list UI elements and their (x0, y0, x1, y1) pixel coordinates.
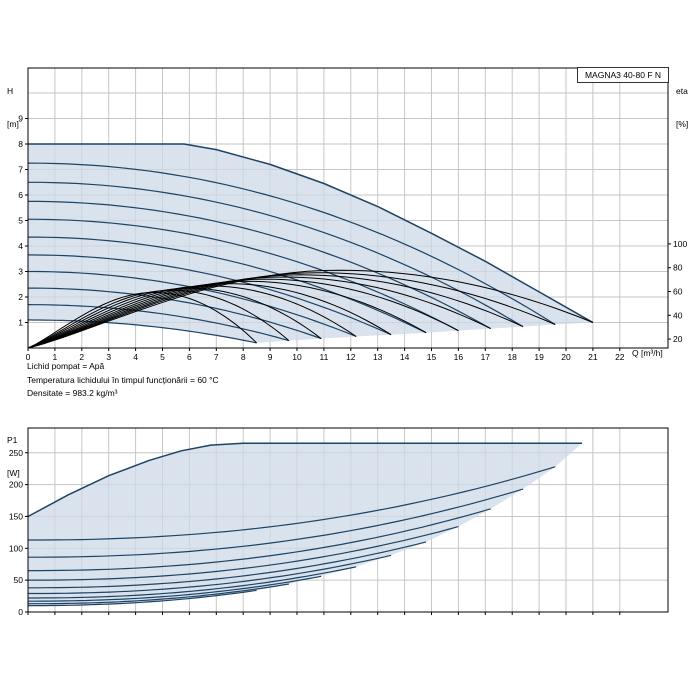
info-line-density: Densitate = 983.2 kg/m³ (27, 388, 118, 398)
power-axis-unit: [W] (7, 468, 20, 478)
x-tick-label: 11 (319, 352, 328, 362)
eta-curve (27, 287, 322, 349)
y-tick-label: 4 (18, 241, 23, 251)
eta-curve (27, 289, 290, 349)
speed-curve (28, 287, 322, 340)
x-tick-label: 17 (481, 352, 491, 362)
x-tick-label: 21 (588, 352, 598, 362)
speed-curve (27, 218, 459, 332)
eta-tick-label: 40 (673, 310, 683, 320)
info-line-temperature: Temperatura lichidului în timpul funcțio… (27, 374, 219, 385)
power-axis-label: P1 [W] (7, 413, 20, 501)
eta-tick-label: 60 (673, 286, 683, 296)
eta-axis-label: eta [%] (676, 64, 688, 152)
y-tick-label: 5 (18, 216, 23, 226)
power-curve (28, 575, 322, 602)
y-tick-label: 7 (18, 165, 23, 175)
power-curve (28, 589, 257, 607)
eta-tick-label: 20 (673, 334, 683, 344)
y-tick-label: 9 (18, 114, 23, 124)
power-curve (28, 583, 289, 605)
p-tick-label: 50 (14, 575, 24, 585)
eta-curve (27, 283, 392, 349)
eta-tick-label: 80 (673, 263, 683, 273)
power-axis-symbol: P1 (7, 435, 18, 445)
y-tick-label: 2 (18, 292, 23, 302)
y-tick-label: 6 (18, 190, 23, 200)
head-axis-label: H [m] (7, 64, 19, 152)
x-tick-label: 16 (454, 352, 464, 362)
max-speed-curve (28, 143, 594, 324)
liquid-info: Lichid pompat = Apă Temperatura lichidul… (27, 360, 219, 401)
power-curve (28, 541, 427, 589)
x-tick-label: 0 (26, 352, 31, 362)
x-tick-label: 8 (241, 352, 246, 362)
power-curve (28, 526, 459, 581)
x-tick-label: 14 (400, 352, 410, 362)
x-tick-label: 3 (106, 352, 111, 362)
power-operating-area (28, 443, 583, 606)
x-tick-label: 19 (534, 352, 544, 362)
x-tick-label: 18 (507, 352, 517, 362)
x-tick-label: 1 (53, 352, 58, 362)
p-tick-label: 100 (9, 543, 23, 553)
speed-curve (27, 162, 556, 326)
x-tick-label: 10 (292, 352, 302, 362)
bottom-chart-frame (27, 427, 669, 613)
speed-curve (27, 254, 392, 336)
y-tick-label: 3 (18, 267, 23, 277)
eta-curve (27, 276, 491, 349)
top-chart-frame (27, 67, 669, 349)
head-axis-unit: [m] (7, 119, 19, 129)
p-tick-label: 200 (9, 480, 23, 490)
speed-curve (28, 200, 491, 330)
speed-curve (27, 304, 290, 342)
flow-axis-label: Q [m³/h] (632, 348, 663, 358)
speed-curve (28, 236, 427, 334)
p-tick-label: 250 (9, 448, 23, 458)
power-curve (28, 466, 556, 541)
x-tick-label: 7 (214, 352, 219, 362)
x-tick-label: 6 (187, 352, 192, 362)
pump-model-box: MAGNA3 40-80 F N (577, 67, 669, 83)
y-tick-label: 8 (18, 139, 23, 149)
eta-curve (27, 280, 427, 349)
x-tick-label: 22 (615, 352, 625, 362)
x-tick-label: 4 (133, 352, 138, 362)
speed-curve (27, 319, 257, 344)
eta-axis-unit: [%] (676, 119, 689, 129)
speed-curve (28, 181, 524, 328)
x-tick-label: 12 (346, 352, 356, 362)
max-power-curve (27, 442, 583, 518)
eta-curve (27, 285, 357, 349)
p-tick-label: 0 (18, 607, 23, 617)
eta-curve (27, 274, 524, 349)
x-tick-label: 2 (79, 352, 84, 362)
power-curve (28, 488, 524, 558)
eta-curve (27, 269, 594, 349)
eta-axis-symbol: eta (676, 86, 688, 96)
x-tick-label: 9 (268, 352, 273, 362)
x-tick-label: 5 (160, 352, 165, 362)
x-tick-label: 13 (373, 352, 383, 362)
x-tick-label: 15 (427, 352, 437, 362)
eta-curve (27, 272, 556, 349)
power-curve (28, 554, 392, 595)
info-line-liquid: Lichid pompat = Apă (27, 361, 105, 371)
x-tick-label: 20 (561, 352, 571, 362)
eta-curve (27, 291, 257, 349)
power-curve (28, 566, 357, 599)
power-curve (28, 508, 491, 572)
p-tick-label: 150 (9, 511, 23, 521)
y-tick-label: 1 (18, 318, 23, 328)
eta-curve (27, 278, 459, 349)
head-axis-symbol: H (7, 86, 14, 96)
eta-tick-label: 100 (673, 239, 687, 249)
